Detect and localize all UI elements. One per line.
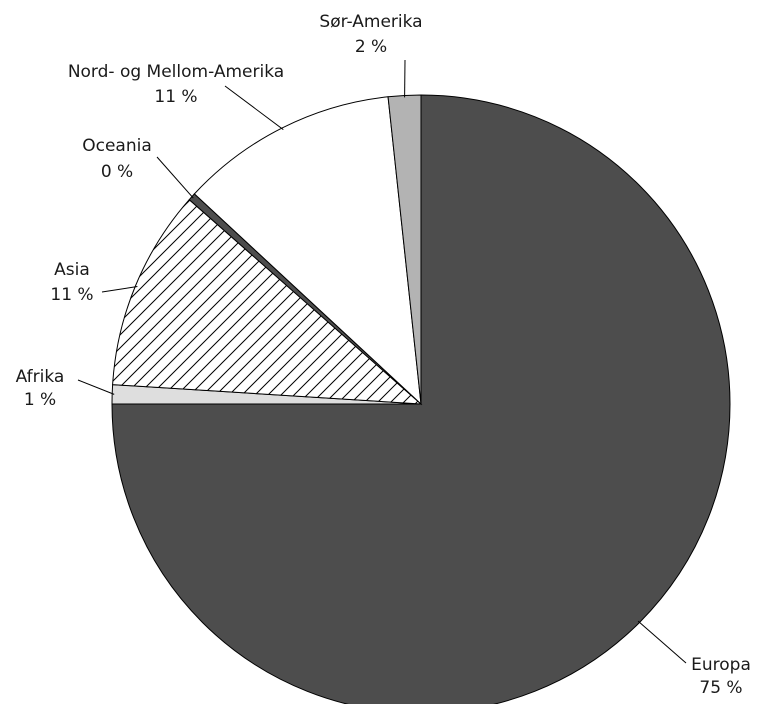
label-sor-amerika: Sør-Amerika 2 % (319, 12, 422, 57)
slice-label-sor-amerika-value: 2 % (355, 37, 387, 57)
leader-line-nord-og-mellom-amerika (224, 85, 284, 131)
label-asia: Asia 11 % (50, 260, 93, 305)
slice-label-afrika-name: Afrika (16, 367, 65, 387)
slice-label-nord-og-mellom-amerika-name: Nord- og Mellom-Amerika (68, 62, 284, 82)
label-europa: Europa 75 % (691, 655, 751, 698)
leader-line-afrika (77, 379, 115, 395)
slice-label-afrika-value: 1 % (24, 390, 56, 410)
pie-slices (111, 94, 731, 704)
leader-lines (77, 59, 687, 664)
slice-label-nord-og-mellom-amerika-value: 11 % (154, 87, 197, 107)
label-afrika: Afrika 1 % (16, 367, 65, 410)
slice-label-oceania-name: Oceania (82, 136, 152, 156)
leader-line-oceania (156, 156, 194, 199)
label-oceania: Oceania 0 % (82, 136, 152, 182)
label-nord-og-mellom-amerika: Nord- og Mellom-Amerika 11 % (68, 62, 284, 107)
slice-label-sor-amerika-name: Sør-Amerika (319, 12, 422, 32)
leader-line-asia (101, 286, 138, 293)
slice-label-asia-value: 11 % (50, 285, 93, 305)
slice-asia (112, 198, 423, 405)
slice-label-europa-name: Europa (691, 655, 751, 675)
slice-nord-og-mellom-amerika (193, 96, 422, 406)
slice-label-europa-value: 75 % (699, 678, 742, 698)
slice-label-asia-name: Asia (54, 260, 90, 280)
leader-line-europa (637, 620, 687, 664)
slice-label-oceania-value: 0 % (101, 162, 133, 182)
